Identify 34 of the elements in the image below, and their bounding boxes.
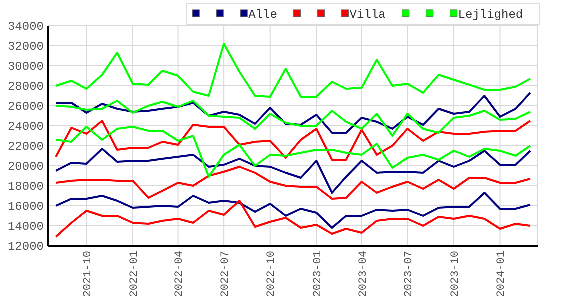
- y-tick-label: 14000: [8, 220, 44, 234]
- line-series: [55, 43, 532, 98]
- y-tick-label: 30000: [8, 60, 44, 74]
- line-series: [55, 192, 532, 229]
- y-tick-label: 22000: [8, 140, 44, 154]
- x-tick-label: 2023-01: [312, 250, 324, 298]
- line-series: [55, 148, 532, 194]
- x-tick-label: 2022-01: [128, 250, 141, 298]
- y-tick-label: 26000: [8, 100, 44, 114]
- x-tick-label: 2022-07: [220, 251, 232, 298]
- line-series: [55, 100, 532, 137]
- y-tick-label: 16000: [8, 200, 44, 214]
- x-tick-label: 2023-07: [404, 251, 416, 298]
- y-tick-label: 24000: [8, 120, 44, 134]
- line-series: [55, 120, 532, 161]
- legend-label: Villa: [350, 8, 386, 22]
- line-series: [55, 200, 532, 238]
- legend-label: Alle: [248, 8, 278, 22]
- x-tick-label: 2021-10: [82, 251, 95, 298]
- line-series: [55, 166, 532, 200]
- y-tick-label: 32000: [8, 40, 44, 54]
- x-tick-label: 2022-04: [174, 250, 186, 298]
- line-series: [55, 92, 532, 134]
- x-tick-label: 2022-10: [266, 251, 278, 298]
- line-series: [55, 126, 532, 178]
- y-tick-label: 28000: [8, 80, 44, 94]
- y-tick-label: 12000: [8, 240, 44, 254]
- y-tick-label: 18000: [8, 180, 44, 194]
- x-tick-label: 2023-10: [450, 251, 462, 298]
- legend-label: Lejlighed: [458, 8, 524, 22]
- x-tick-label: 2023-04: [358, 250, 370, 298]
- y-tick-label: 34000: [8, 20, 44, 34]
- x-tick-label: 2024-01: [496, 250, 508, 298]
- y-tick-label: 20000: [8, 160, 44, 174]
